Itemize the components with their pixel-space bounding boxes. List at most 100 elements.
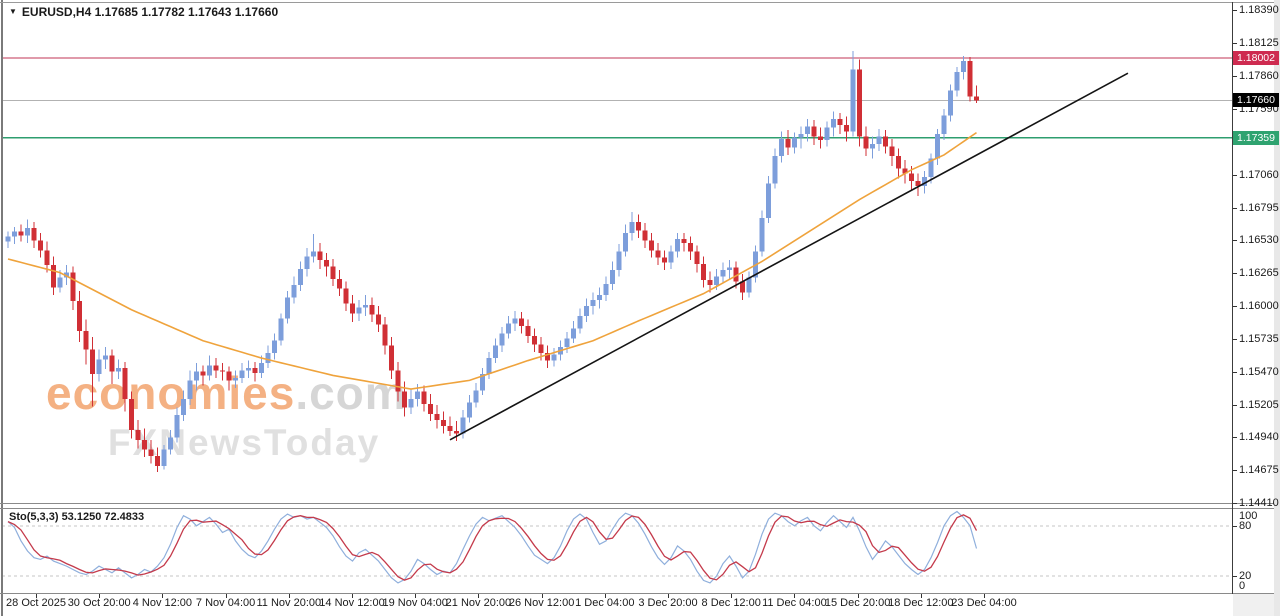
bull-candle [668,251,674,263]
panel-splitter[interactable] [0,503,1280,504]
bull-candle [603,283,609,295]
bear-candle [688,242,693,252]
bull-candle [551,354,557,361]
window-edge [1274,0,1280,616]
stochastic-main-line [7,510,978,584]
bear-candle [532,335,537,345]
stochastic-signal-line [7,514,978,581]
bear-candle [974,96,979,101]
time-tick [36,594,37,598]
bear-candle [200,371,206,376]
collapse-arrow-icon[interactable]: ▼ [9,7,17,16]
bear-candle [324,260,329,267]
window-border-top [0,2,1280,3]
bear-candle [421,391,427,404]
price-tick [1232,109,1237,111]
bear-candle [213,365,219,371]
bear-candle [694,251,700,264]
axis-corner [1233,594,1280,616]
bull-candle [935,133,940,159]
bull-candle [512,318,518,324]
bull-candle [961,60,966,72]
bear-candle [545,353,550,361]
price-tick [1232,207,1237,209]
time-tick-label: 26 Nov 12:00 [508,597,575,609]
time-tick [731,594,733,598]
price-tick [1232,470,1237,472]
bear-candle [662,257,667,263]
time-tick-label: 11 Dec 04:00 [762,597,827,609]
moving-average-line[interactable] [7,131,977,390]
bull-candle [486,358,492,375]
bear-candle [733,267,739,282]
indicator-tick [1232,576,1237,578]
bear-candle [740,281,745,293]
chart-title: ▼ EURUSD,H4 1.17685 1.17782 1.17643 1.176… [9,5,278,19]
bull-candle [772,156,778,184]
bull-candle [831,119,836,128]
bull-candle [408,398,414,408]
price-tick-label: 1.14410 [1239,497,1279,509]
bear-candle [447,426,453,432]
bear-candle [330,266,336,279]
bull-candle [285,297,290,319]
bull-candle [259,363,264,373]
bear-candle [252,367,258,373]
bull-candle [5,236,11,242]
bear-candle [220,370,225,372]
bear-candle [395,370,401,392]
bull-candle [922,177,927,186]
bull-candle [363,304,368,308]
stochastic-label: Sto(5,3,3) 53.1250 72.4833 [9,511,145,523]
indicator-scale-label: 20 [1239,570,1252,583]
bear-candle [649,240,654,251]
time-tick-label: 21 Nov 20:00 [445,597,512,609]
price-tick [1232,371,1237,373]
bear-candle [863,136,869,149]
bull-candle [941,115,947,134]
bear-candle [655,250,661,258]
bull-candle [746,277,752,293]
price-tick [1232,404,1237,406]
bull-candle [824,127,830,141]
bull-candle [779,138,784,157]
price-tick [1232,503,1237,504]
price-tick [1232,174,1237,176]
price-tick [1232,437,1237,439]
bull-candle [233,377,238,381]
time-tick [288,594,290,598]
indicator-scale-label: 0 [1239,580,1246,592]
bear-candle [129,398,134,430]
time-tick [604,594,606,598]
bull-candle [948,90,953,116]
watermark: economies.com FXNewsToday [46,366,407,464]
bull-candle [278,318,284,341]
time-tick-label: 23 Dec 04:00 [951,597,1017,609]
indicator-tick [1232,525,1237,527]
bull-candle [187,380,193,399]
bear-candle [519,318,524,326]
bear-candle [382,324,388,346]
bull-candle [96,359,102,375]
indicator-panel-border [0,508,1280,509]
price-tick [1232,240,1237,242]
bull-candle [356,307,362,314]
bull-candle [272,340,277,354]
time-tick-label: 30 Oct 20:00 [67,597,131,609]
price-tick-label: 1.14940 [1239,431,1279,444]
bear-candle [837,119,843,126]
bull-candle [207,365,212,376]
bear-candle [44,250,50,266]
bull-candle [727,267,732,271]
price-tick-label: 1.17860 [1239,69,1279,82]
bull-candle [850,69,856,132]
resistance-price-badge: 1.18002 [1233,51,1279,66]
bear-candle [525,325,531,336]
bear-candle [434,413,440,421]
price-tick [1232,273,1237,275]
bear-candle [337,278,342,289]
trendline[interactable] [449,72,1129,441]
bull-candle [174,415,180,438]
